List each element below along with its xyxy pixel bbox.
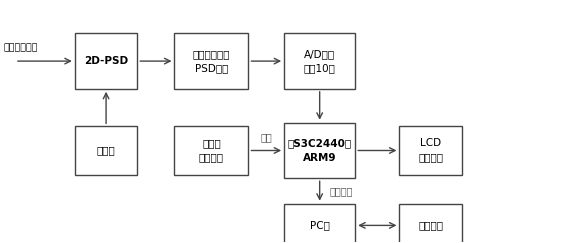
Text: ARM9: ARM9	[303, 153, 336, 163]
Text: 导轨波动信号: 导轨波动信号	[3, 43, 38, 52]
Bar	[75, 126, 138, 175]
Bar	[75, 33, 138, 89]
Text: 激光器: 激光器	[96, 146, 115, 156]
Bar	[400, 126, 462, 175]
Text: 传感器: 传感器	[202, 139, 221, 148]
Bar	[284, 33, 355, 89]
Bar	[174, 126, 248, 175]
Bar	[174, 33, 248, 89]
Text: 2D-PSD: 2D-PSD	[84, 56, 128, 66]
Text: PSD信号: PSD信号	[195, 63, 228, 73]
Text: 应用软件: 应用软件	[418, 220, 443, 230]
Bar	[284, 204, 355, 243]
Text: LCD: LCD	[420, 139, 441, 148]
Text: A/D转换: A/D转换	[304, 49, 335, 59]
Text: （S3C2440）: （S3C2440）	[288, 139, 352, 148]
Bar	[284, 123, 355, 178]
Text: PC机: PC机	[309, 220, 329, 230]
Text: 串行通信: 串行通信	[330, 186, 353, 196]
Text: 霍尔测距: 霍尔测距	[199, 153, 224, 163]
Text: 液晶显示: 液晶显示	[418, 153, 443, 163]
Text: 四路10位: 四路10位	[304, 63, 336, 73]
Text: 脉冲: 脉冲	[260, 132, 272, 142]
Bar	[400, 204, 462, 243]
Text: 放大转换电路: 放大转换电路	[192, 49, 230, 59]
